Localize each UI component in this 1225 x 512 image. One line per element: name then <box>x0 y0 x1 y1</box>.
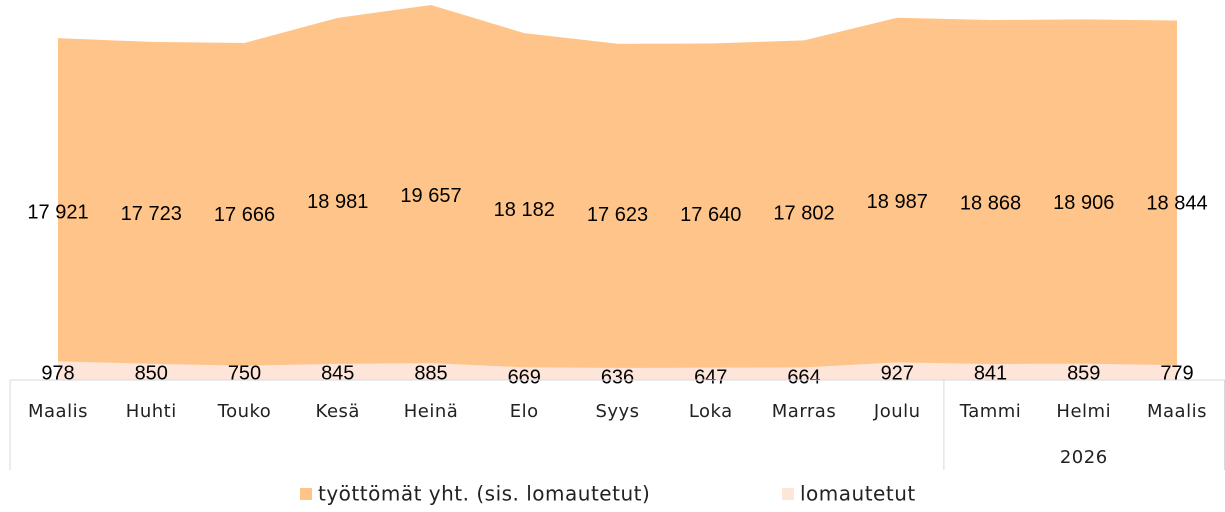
legend-label: työttömät yht. (sis. lomautetut) <box>318 482 650 506</box>
data-label: 779 <box>1160 362 1193 384</box>
data-label: 885 <box>414 362 447 384</box>
data-label: 664 <box>787 366 820 388</box>
x-tick-label: Heinä <box>404 401 459 422</box>
data-label: 17 802 <box>773 202 834 224</box>
data-label: 859 <box>1067 362 1100 384</box>
x-tick-label: Kesä <box>316 401 360 422</box>
x-tick-label: Joulu <box>873 401 921 422</box>
data-label: 19 657 <box>400 185 461 207</box>
data-label: 669 <box>508 366 541 388</box>
data-label: 17 723 <box>121 203 182 225</box>
x-tick-label: Loka <box>689 401 733 422</box>
legend-swatch <box>300 488 312 500</box>
x-tick-label: Maalis <box>28 401 88 422</box>
area <box>58 5 1177 380</box>
data-label: 17 640 <box>680 204 741 226</box>
data-label: 18 868 <box>960 192 1021 214</box>
data-label: 17 666 <box>214 204 275 226</box>
x-tick-label: Elo <box>510 401 539 422</box>
legend-label: lomautetut <box>800 482 916 506</box>
x-tick-label: Tammi <box>959 401 1022 422</box>
x-tick-label: Maalis <box>1147 401 1207 422</box>
x-group-label: 2026 <box>1060 447 1108 468</box>
x-tick-label: Helmi <box>1056 401 1111 422</box>
x-tick-label: Touko <box>217 401 272 422</box>
data-label: 18 182 <box>494 199 555 221</box>
data-label: 850 <box>135 362 168 384</box>
legend-swatch <box>782 488 794 500</box>
data-label: 18 844 <box>1146 193 1207 215</box>
data-label: 927 <box>881 362 914 384</box>
data-label: 17 623 <box>587 204 648 226</box>
data-label: 18 981 <box>307 191 368 213</box>
data-label: 845 <box>321 362 354 384</box>
x-tick-label: Syys <box>595 401 639 422</box>
data-label: 647 <box>694 366 727 388</box>
data-label: 978 <box>41 362 74 384</box>
x-tick-label: Huhti <box>126 401 177 422</box>
data-label: 750 <box>228 362 261 384</box>
area <box>58 361 1177 380</box>
data-label: 18 987 <box>867 191 928 213</box>
x-tick-label: Marras <box>772 401 836 422</box>
data-label: 17 921 <box>27 201 88 223</box>
data-label: 18 906 <box>1053 192 1114 214</box>
data-label: 636 <box>601 366 634 388</box>
data-label: 841 <box>974 362 1007 384</box>
